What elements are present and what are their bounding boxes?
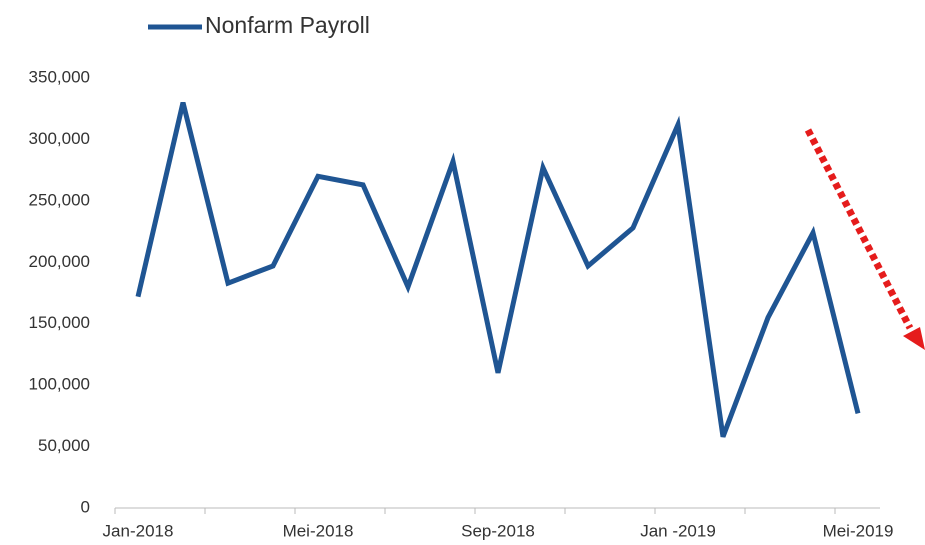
legend-label: Nonfarm Payroll xyxy=(205,12,370,38)
y-tick-label: 200,000 xyxy=(29,252,90,271)
y-tick-label: 50,000 xyxy=(38,436,90,455)
y-tick-label: 300,000 xyxy=(29,129,90,148)
x-tick-label: Jan-2018 xyxy=(103,521,174,540)
y-tick-label: 100,000 xyxy=(29,375,90,394)
y-tick-label: 150,000 xyxy=(29,313,90,332)
x-tick-label: Mei-2019 xyxy=(823,521,894,540)
series-line xyxy=(135,101,861,438)
x-tick-label: Jan -2019 xyxy=(640,521,716,540)
y-tick-label: 0 xyxy=(81,497,90,516)
y-tick-label: 250,000 xyxy=(29,190,90,209)
x-tick-label: Sep-2018 xyxy=(461,521,535,540)
x-tick-label: Mei-2018 xyxy=(283,521,354,540)
y-tick-label: 350,000 xyxy=(29,67,90,86)
trend-arrow xyxy=(804,128,925,350)
